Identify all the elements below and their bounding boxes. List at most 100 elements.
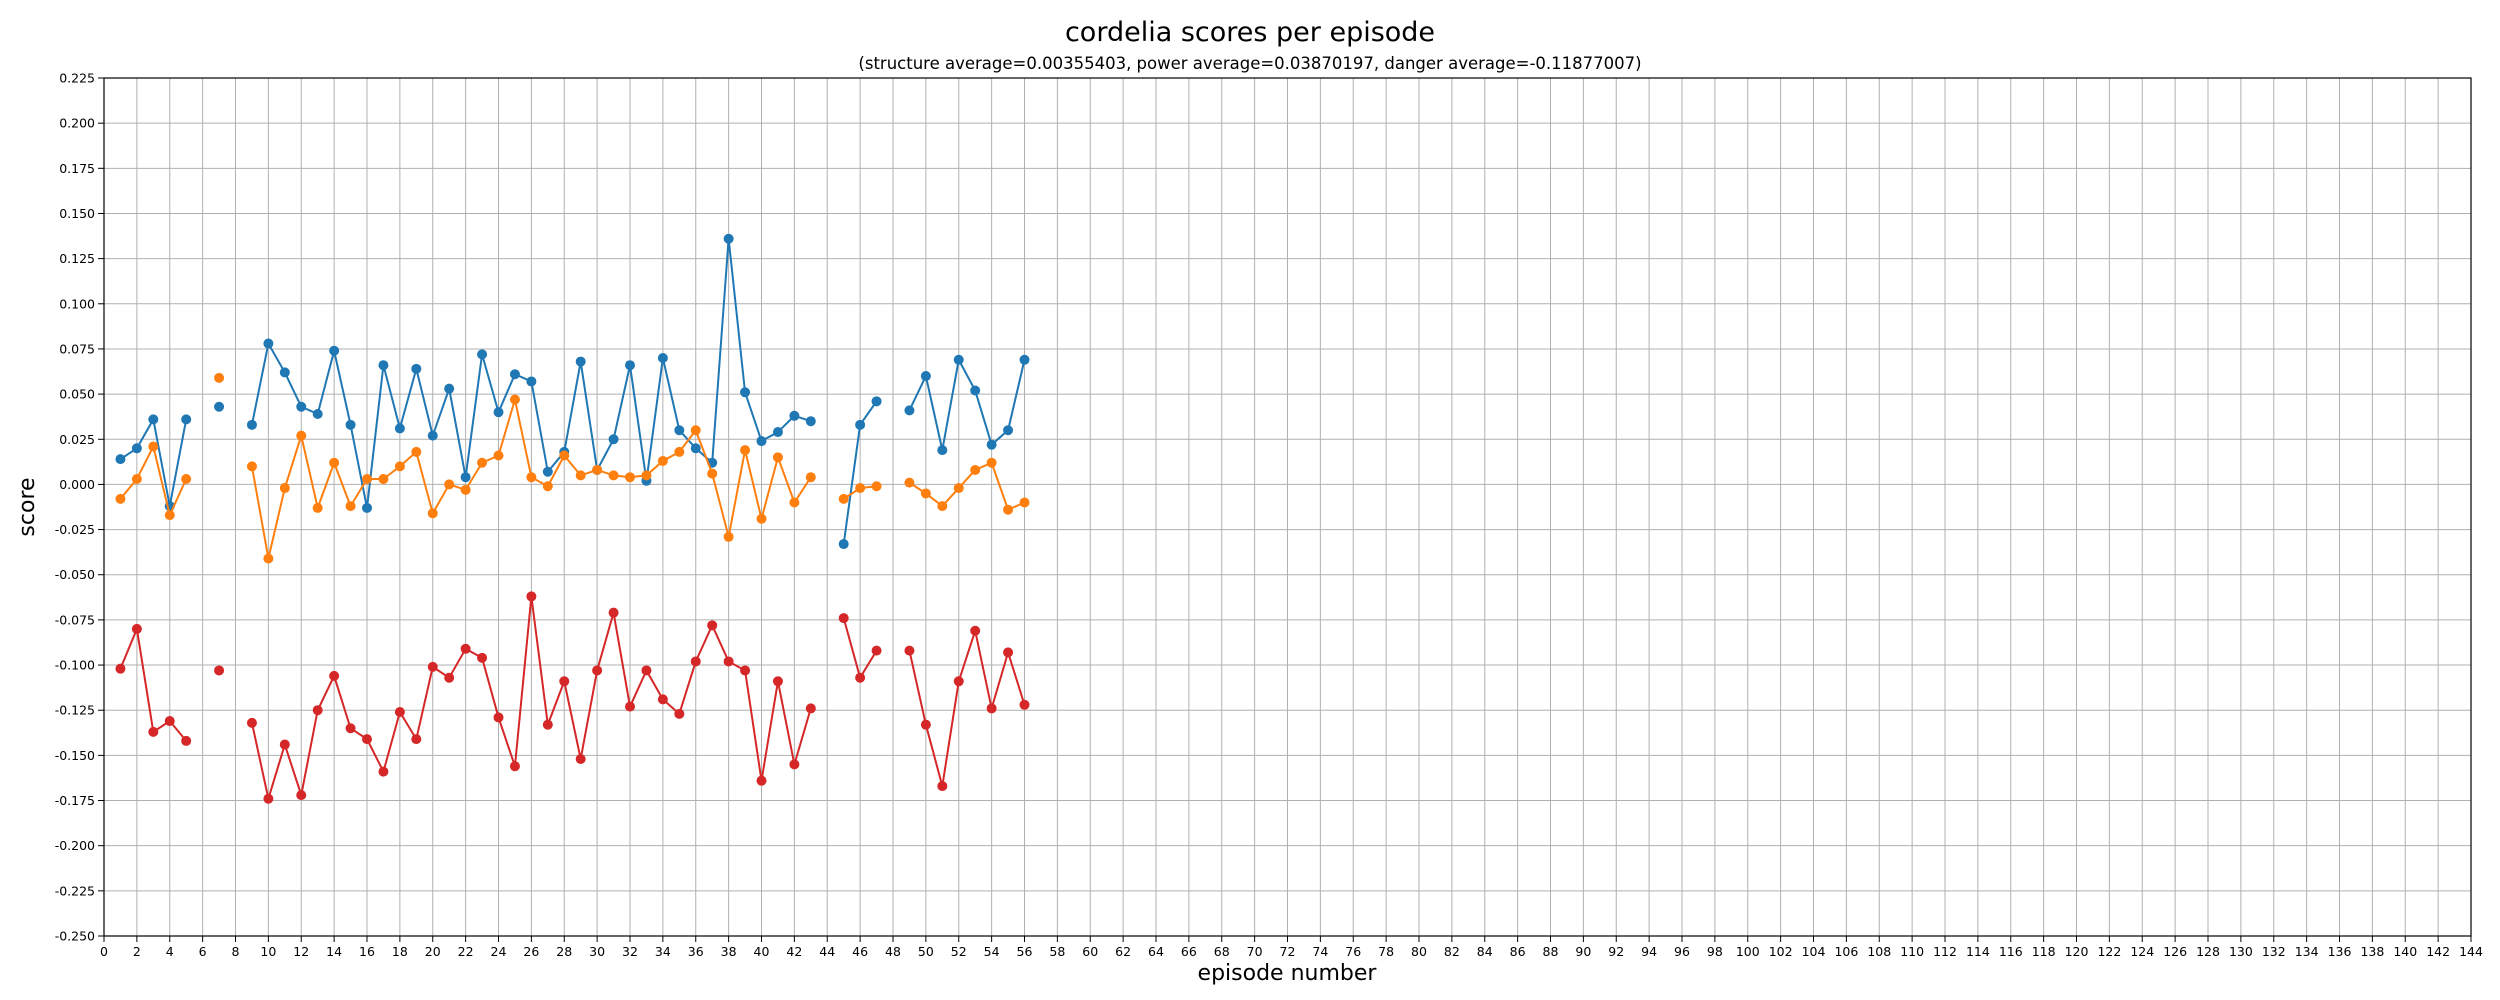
y-tick-label: 0.150 xyxy=(59,206,95,221)
x-tick-label: 80 xyxy=(1411,944,1427,959)
data-point xyxy=(690,425,701,436)
data-point xyxy=(493,450,504,461)
data-point xyxy=(937,501,948,512)
data-point xyxy=(526,472,537,483)
y-tick-label: 0.225 xyxy=(59,71,95,86)
data-point xyxy=(674,446,685,457)
x-tick-label: 106 xyxy=(1834,944,1858,959)
x-tick-label: 4 xyxy=(166,944,174,959)
data-point xyxy=(953,676,964,687)
data-point xyxy=(641,665,652,676)
x-tick-label: 22 xyxy=(458,944,474,959)
data-point xyxy=(871,645,882,656)
data-point xyxy=(953,354,964,365)
x-tick-label: 26 xyxy=(523,944,539,959)
data-point xyxy=(263,338,274,349)
data-point xyxy=(296,790,307,801)
data-point xyxy=(575,753,586,764)
data-point xyxy=(477,457,488,468)
x-tick-label: 84 xyxy=(1477,944,1493,959)
data-point xyxy=(1019,354,1030,365)
data-point xyxy=(1003,647,1014,658)
x-tick-label: 24 xyxy=(491,944,507,959)
data-point xyxy=(625,360,635,371)
data-point xyxy=(1003,425,1014,436)
data-point xyxy=(625,472,635,483)
data-point xyxy=(789,410,800,421)
x-tick-label: 70 xyxy=(1247,944,1263,959)
x-tick-label: 68 xyxy=(1214,944,1230,959)
x-tick-label: 104 xyxy=(1802,944,1826,959)
x-tick-label: 72 xyxy=(1280,944,1296,959)
data-point xyxy=(855,483,866,494)
y-tick-label: 0.100 xyxy=(59,296,95,311)
data-point xyxy=(920,488,931,499)
data-point xyxy=(279,483,290,494)
y-tick-label: -0.175 xyxy=(55,793,95,808)
x-tick-label: 14 xyxy=(326,944,342,959)
data-point xyxy=(641,470,652,481)
data-point xyxy=(444,672,455,683)
x-tick-label: 110 xyxy=(1900,944,1924,959)
x-tick-label: 42 xyxy=(786,944,802,959)
data-point xyxy=(214,665,225,676)
x-tick-label: 34 xyxy=(655,944,671,959)
series-line xyxy=(119,443,188,519)
data-point xyxy=(444,383,455,394)
data-point xyxy=(394,707,405,718)
data-point xyxy=(131,623,142,634)
data-point xyxy=(509,761,520,772)
chart-title: cordelia scores per episode xyxy=(1065,17,1435,48)
x-tick-label: 76 xyxy=(1345,944,1361,959)
data-point xyxy=(657,455,668,466)
data-point xyxy=(164,510,175,521)
data-point xyxy=(115,663,126,674)
y-tick-label: -0.250 xyxy=(55,929,95,944)
y-tick-label: -0.150 xyxy=(55,748,95,763)
data-point xyxy=(1019,497,1030,508)
data-point xyxy=(279,739,290,750)
data-point xyxy=(411,734,422,745)
y-tick-label: -0.025 xyxy=(55,522,95,537)
series-1 xyxy=(115,233,1030,550)
data-point xyxy=(427,661,438,672)
data-point xyxy=(542,481,553,492)
x-tick-label: 122 xyxy=(2097,944,2121,959)
x-tick-label: 10 xyxy=(260,944,276,959)
x-tick-label: 44 xyxy=(819,944,835,959)
x-tick-label: 90 xyxy=(1575,944,1591,959)
data-point xyxy=(608,607,619,618)
x-tick-label: 60 xyxy=(1082,944,1098,959)
data-point xyxy=(1003,504,1014,515)
data-point xyxy=(329,670,340,681)
x-tick-label: 52 xyxy=(951,944,967,959)
data-point xyxy=(904,405,915,416)
data-point xyxy=(378,474,389,485)
data-point xyxy=(394,461,405,472)
data-point xyxy=(855,419,866,430)
y-tick-label: 0.200 xyxy=(59,116,95,131)
x-tick-label: 124 xyxy=(2130,944,2154,959)
x-tick-label: 12 xyxy=(293,944,309,959)
data-point xyxy=(937,445,948,456)
data-point xyxy=(411,363,422,374)
series-3 xyxy=(115,591,1030,804)
y-tick-label: 0.000 xyxy=(59,477,95,492)
data-point xyxy=(920,371,931,382)
x-tick-label: 66 xyxy=(1181,944,1197,959)
data-point xyxy=(559,676,570,687)
x-tick-label: 114 xyxy=(1966,944,1990,959)
x-tick-label: 130 xyxy=(2229,944,2253,959)
data-point xyxy=(345,419,356,430)
data-point xyxy=(378,360,389,371)
x-tick-label: 136 xyxy=(2328,944,2352,959)
data-point xyxy=(920,719,931,730)
data-point xyxy=(953,483,964,494)
data-point xyxy=(723,656,734,667)
data-point xyxy=(723,233,734,244)
x-tick-label: 138 xyxy=(2360,944,2384,959)
x-tick-label: 38 xyxy=(721,944,737,959)
series-group xyxy=(115,233,1030,804)
data-point xyxy=(115,493,126,504)
data-point xyxy=(131,443,142,454)
